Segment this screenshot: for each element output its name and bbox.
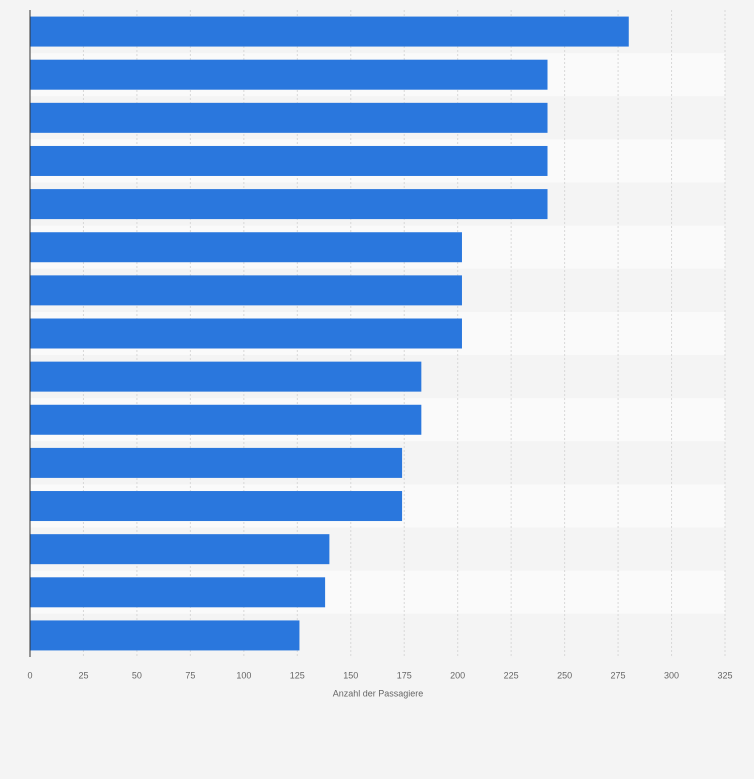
- x-tick-label: 175: [397, 670, 412, 680]
- bar: [30, 102, 548, 133]
- x-tick-label: 275: [611, 670, 626, 680]
- x-tick-label: 100: [236, 670, 251, 680]
- bar: [30, 534, 330, 565]
- bar: [30, 620, 300, 651]
- bar: [30, 577, 326, 608]
- x-tick-label: 125: [290, 670, 305, 680]
- bar: [30, 59, 548, 90]
- bar: [30, 361, 422, 392]
- bar: [30, 404, 422, 435]
- x-tick-label: 300: [664, 670, 679, 680]
- x-tick-label: 25: [78, 670, 88, 680]
- x-tick-label: 150: [343, 670, 358, 680]
- bar: [30, 447, 403, 478]
- x-axis-title: Anzahl der Passagiere: [333, 688, 424, 698]
- bar: [30, 275, 462, 306]
- x-tick-label: 75: [185, 670, 195, 680]
- bar: [30, 16, 629, 47]
- bar: [30, 145, 548, 176]
- x-tick-label: 0: [27, 670, 32, 680]
- bar: [30, 491, 403, 522]
- bar: [30, 232, 462, 263]
- bar: [30, 189, 548, 220]
- x-tick-label: 200: [450, 670, 465, 680]
- bar: [30, 318, 462, 349]
- x-tick-label: 50: [132, 670, 142, 680]
- x-tick-label: 325: [717, 670, 732, 680]
- x-tick-label: 225: [504, 670, 519, 680]
- x-tick-label: 250: [557, 670, 572, 680]
